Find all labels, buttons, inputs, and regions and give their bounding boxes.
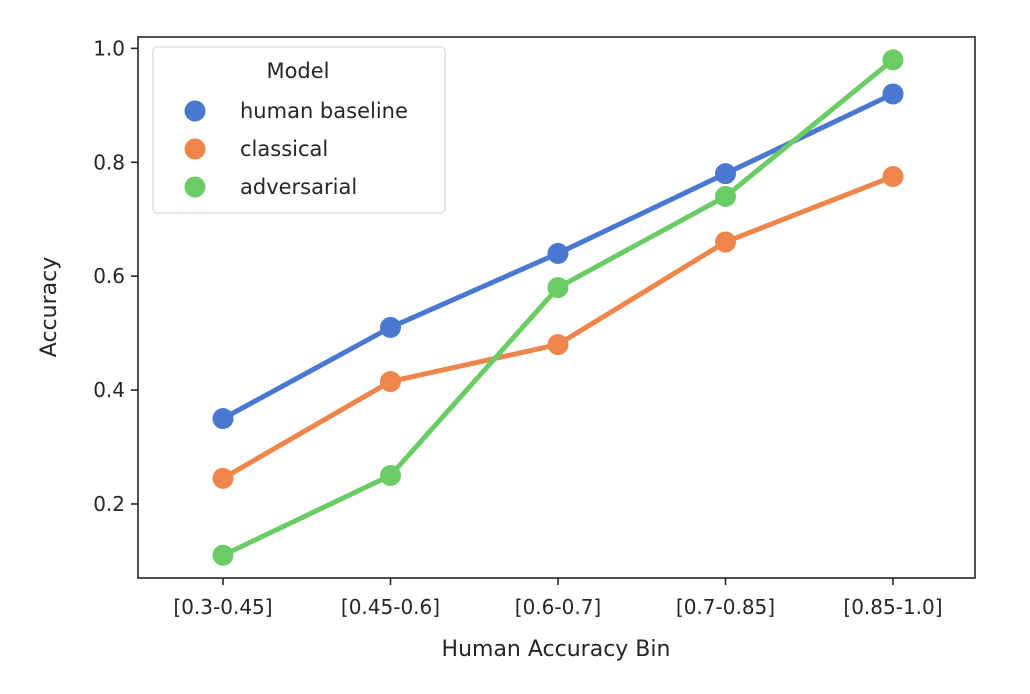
y-axis-label: Accuracy: [37, 257, 62, 357]
data-point: [715, 185, 736, 207]
x-axis: [0.3-0.45] [0.45-0.6] [0.6-0.7] [0.7-0.85] […: [173, 578, 943, 619]
y-tick-label: 0.6: [93, 264, 125, 288]
legend-marker: [184, 176, 206, 198]
series-layer: [212, 49, 904, 566]
y-tick-label: 0.8: [93, 150, 125, 174]
x-tick-label: [0.6-0.7]: [515, 595, 601, 619]
legend-label: human baseline: [240, 99, 408, 123]
y-axis: 0.2 0.4 0.6 0.8 1.0: [93, 36, 138, 516]
legend-label: classical: [240, 137, 328, 161]
y-tick-label: 1.0: [93, 36, 125, 60]
series-human-baseline: [212, 83, 904, 430]
data-point: [212, 408, 234, 430]
legend-box: [152, 46, 446, 214]
series-adversarial: [212, 49, 904, 566]
legend: Model human baseline classical adversarial: [152, 46, 446, 214]
data-point: [547, 242, 569, 264]
x-tick-label: [0.7-0.85]: [676, 595, 775, 619]
legend-title: Model: [266, 59, 329, 83]
y-tick-label: 0.4: [93, 378, 125, 402]
data-point: [380, 316, 401, 338]
x-tick-label: [0.85-1.0]: [843, 595, 942, 619]
legend-items: human baseline classical adversarial: [184, 99, 408, 199]
data-point: [212, 544, 234, 566]
legend-label: adversarial: [240, 175, 357, 199]
data-point: [547, 334, 569, 356]
data-point: [547, 277, 569, 299]
data-point: [882, 83, 904, 105]
x-tick-label: [0.3-0.45]: [173, 595, 272, 619]
legend-marker: [184, 100, 206, 122]
data-point: [380, 464, 401, 486]
series-classical: [212, 166, 904, 489]
legend-marker: [184, 138, 206, 160]
data-point: [882, 49, 904, 71]
x-axis-label: Human Accuracy Bin: [442, 637, 671, 662]
y-tick-label: 0.2: [93, 492, 125, 516]
data-point: [715, 163, 736, 185]
data-point: [380, 371, 401, 393]
data-point: [212, 467, 234, 489]
data-point: [882, 166, 904, 188]
x-tick-label: [0.45-0.6]: [341, 595, 440, 619]
data-point: [715, 231, 736, 253]
